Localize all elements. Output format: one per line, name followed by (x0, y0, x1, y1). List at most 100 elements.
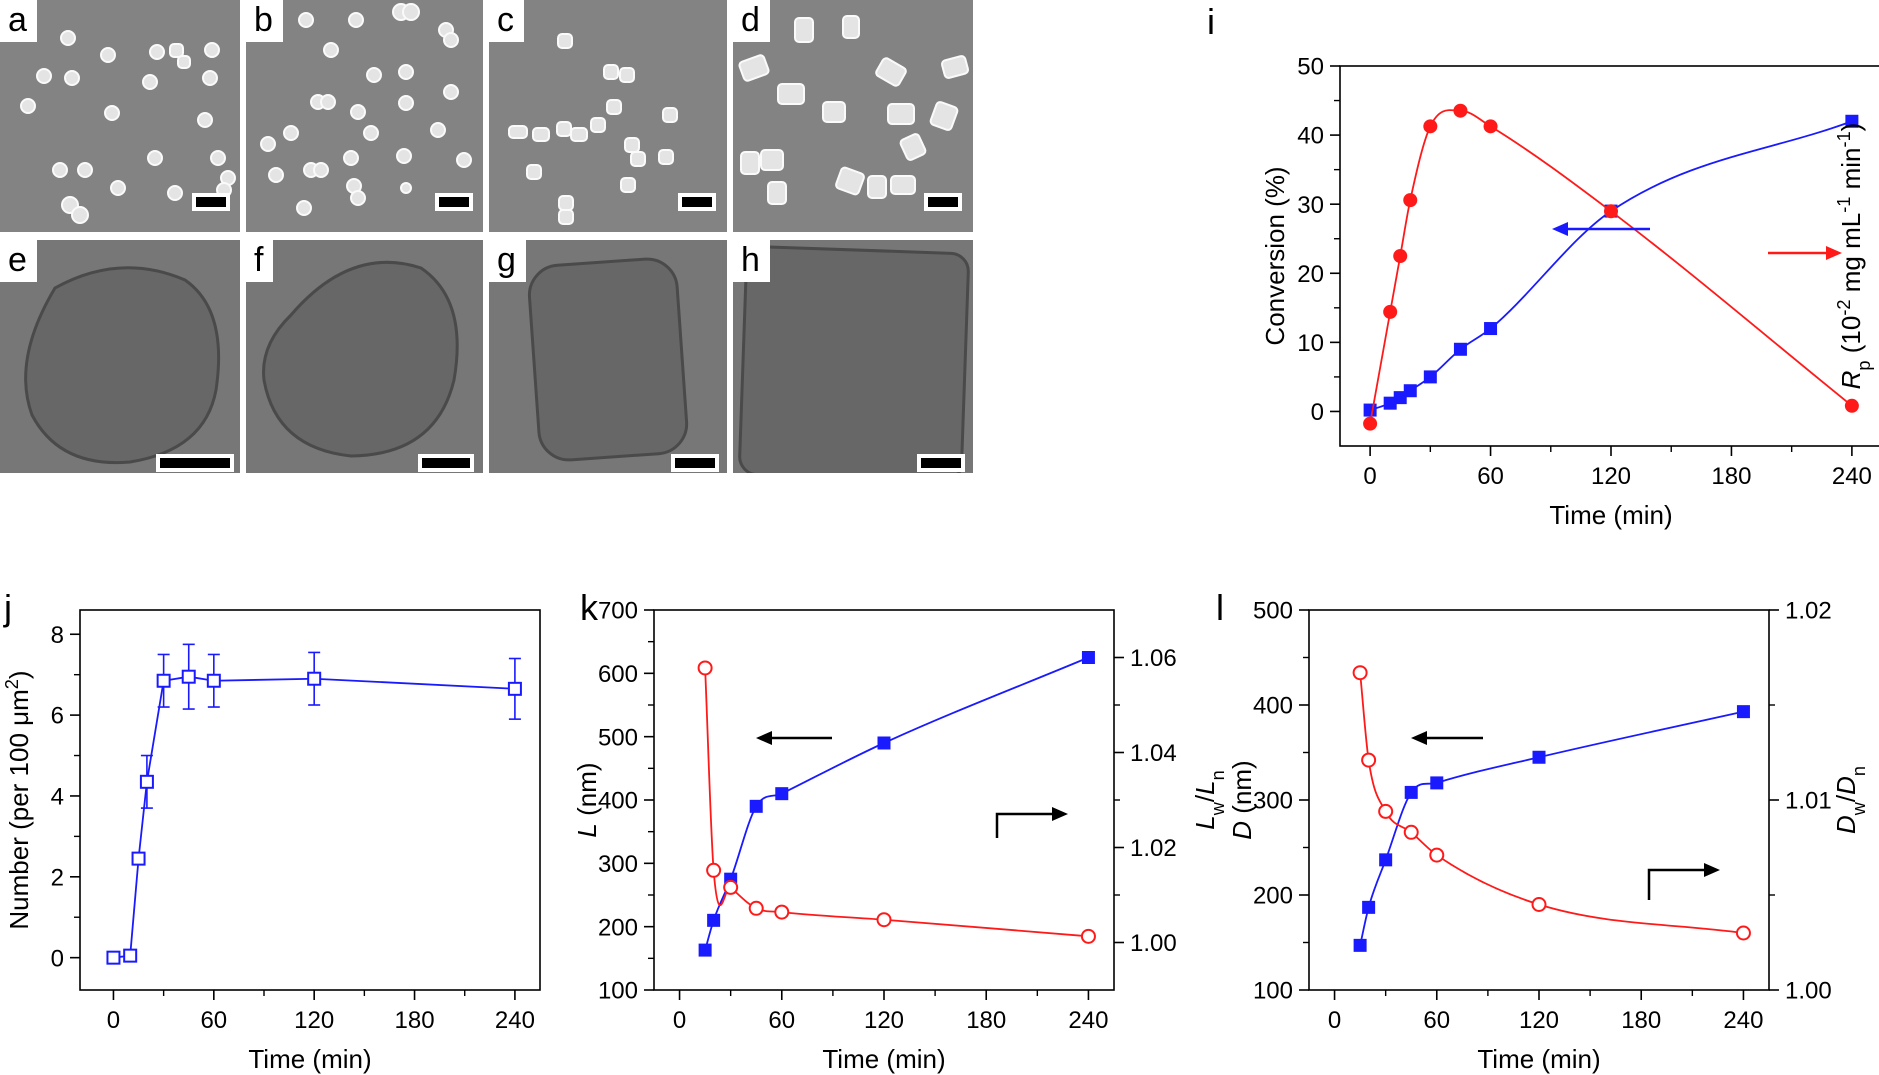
x-tick-label-k-3: 180 (966, 1007, 1006, 1034)
y-tick-label-left-j-3: 6 (51, 703, 64, 730)
y-tick-label-left-i-2: 20 (1297, 261, 1324, 288)
data-point-k-1-2 (723, 879, 739, 895)
y-tick-label-left-k-4: 500 (598, 724, 638, 751)
panel-label-i: i (1207, 1, 1215, 42)
panel-label-a: a (0, 0, 37, 42)
tem-particle-f (262, 260, 459, 458)
y-axis-title-right-k: Lw/Ln (1190, 770, 1228, 829)
y-tick-label-left-j-4: 8 (51, 622, 64, 649)
data-point-k-0-6 (1081, 651, 1095, 664)
series-line-l-1 (1359, 672, 1744, 934)
scale-bar-h (917, 454, 965, 472)
arrow-right-rp-i-head (1826, 246, 1842, 260)
arrow-right-rp-i (1768, 246, 1842, 260)
x-axis-title-i: Time (min) (1549, 500, 1672, 530)
tem-image-f: f (246, 240, 483, 473)
data-point-j-0-8 (507, 681, 522, 696)
x-tick-label-k-4: 240 (1068, 1007, 1108, 1034)
x-tick-label-j-4: 240 (495, 1007, 535, 1034)
data-point-i-0-5 (1453, 342, 1467, 356)
chart-k: 0 60 120 180 240 Time (min) 100 200 300 400 500 600… (572, 598, 1228, 1074)
y-tick-label-right-k-1: 1.02 (1130, 835, 1177, 862)
arrow-left-length-k (756, 731, 832, 745)
data-point-l-0-0 (1353, 938, 1367, 952)
tem-particle-e (24, 266, 221, 465)
panel-label-f: f (246, 240, 274, 282)
arrow-left-diameter-l-head (1411, 731, 1427, 745)
scale-bar-a (192, 193, 230, 211)
data-point-l-1-4 (1429, 847, 1445, 863)
data-point-i-0-6 (1484, 322, 1498, 336)
y-axis-title-left-j: Number (per 100 μm2) (2, 670, 34, 929)
x-tick-label-i-2: 120 (1591, 463, 1631, 490)
panel-label-b: b (246, 0, 283, 42)
tem-particle-h (738, 245, 970, 473)
y-tick-label-left-l-2: 300 (1253, 788, 1293, 815)
data-point-l-1-6 (1735, 925, 1751, 941)
x-tick-label-j-2: 120 (294, 1007, 334, 1034)
tem-image-e: e (0, 240, 240, 473)
x-tick-label-j-3: 180 (395, 1007, 435, 1034)
x-tick-label-l-2: 120 (1519, 1007, 1559, 1034)
y-tick-label-left-l-4: 500 (1253, 598, 1293, 625)
data-point-i-1-1 (1383, 304, 1398, 319)
data-point-j-0-7 (307, 671, 322, 686)
series-line-i-0 (1369, 120, 1853, 411)
data-point-i-0-1 (1383, 396, 1397, 410)
y-tick-label-left-k-3: 400 (598, 788, 638, 815)
data-point-k-1-1 (706, 862, 722, 878)
y-tick-label-left-i-4: 40 (1297, 123, 1324, 150)
data-point-j-0-4 (156, 673, 171, 688)
data-point-j-0-5 (181, 669, 196, 684)
y-tick-label-left-k-2: 300 (598, 851, 638, 878)
y-axis-title-left-l: D (nm) (1227, 760, 1257, 839)
data-point-i-1-7 (1604, 204, 1618, 219)
x-tick-label-i-3: 180 (1711, 463, 1751, 490)
data-point-k-1-6 (1080, 928, 1096, 944)
data-point-i-1-8 (1844, 398, 1859, 413)
sem-image-a: a (0, 0, 240, 232)
data-point-i-1-3 (1403, 193, 1418, 208)
y-tick-label-left-i-0: 0 (1311, 399, 1324, 426)
sem-particles-a (20, 30, 236, 224)
y-axis-title-left-i: Conversion (%) (1260, 166, 1290, 345)
arrow-right-dispersity-k (995, 807, 1068, 838)
panel-label-d: d (733, 0, 770, 42)
data-point-j-0-6 (206, 673, 221, 688)
data-point-j-0-1 (123, 948, 138, 963)
data-point-l-1-1 (1361, 752, 1377, 768)
arrow-left-length-k-head (756, 731, 772, 745)
data-point-i-1-6 (1483, 119, 1498, 134)
data-point-i-1-2 (1393, 249, 1408, 263)
scale-bar-g (671, 454, 719, 472)
y-tick-label-left-k-6: 700 (598, 598, 638, 625)
x-tick-label-l-3: 180 (1621, 1007, 1661, 1034)
y-tick-label-left-j-0: 0 (51, 945, 64, 972)
scale-bar-b (435, 193, 473, 211)
sem-image-b: b (246, 0, 483, 232)
data-point-l-1-5 (1531, 897, 1547, 912)
sem-particles-b (260, 3, 472, 216)
y-tick-label-left-l-0: 100 (1253, 978, 1293, 1005)
scale-bar-e (156, 454, 234, 472)
data-point-k-0-5 (877, 736, 891, 750)
y-tick-label-right-k-2: 1.04 (1130, 740, 1177, 767)
plot-frame-j (79, 609, 541, 991)
y-tick-label-left-k-0: 100 (598, 978, 638, 1005)
plot-frame-i (1339, 65, 1879, 447)
data-point-i-0-0 (1363, 403, 1377, 417)
panel-label-k: k (580, 587, 598, 628)
sem-particles-d (738, 15, 970, 205)
y-tick-label-left-i-3: 30 (1297, 192, 1324, 219)
arrow-right-dispersity-l-shaft (1647, 868, 1706, 900)
data-point-k-1-4 (774, 904, 790, 920)
series-line-j-0 (129, 675, 515, 956)
x-axis-title-k: Time (min) (822, 1044, 945, 1074)
y-tick-label-right-l-0: 1.00 (1785, 978, 1832, 1005)
arrow-right-dispersity-l-head (1704, 863, 1720, 877)
data-point-l-0-4 (1430, 776, 1444, 790)
arrow-right-dispersity-k-head (1052, 807, 1068, 821)
data-point-l-1-2 (1378, 803, 1394, 819)
data-point-i-0-4 (1423, 370, 1437, 384)
y-tick-label-left-i-1: 10 (1297, 330, 1324, 357)
